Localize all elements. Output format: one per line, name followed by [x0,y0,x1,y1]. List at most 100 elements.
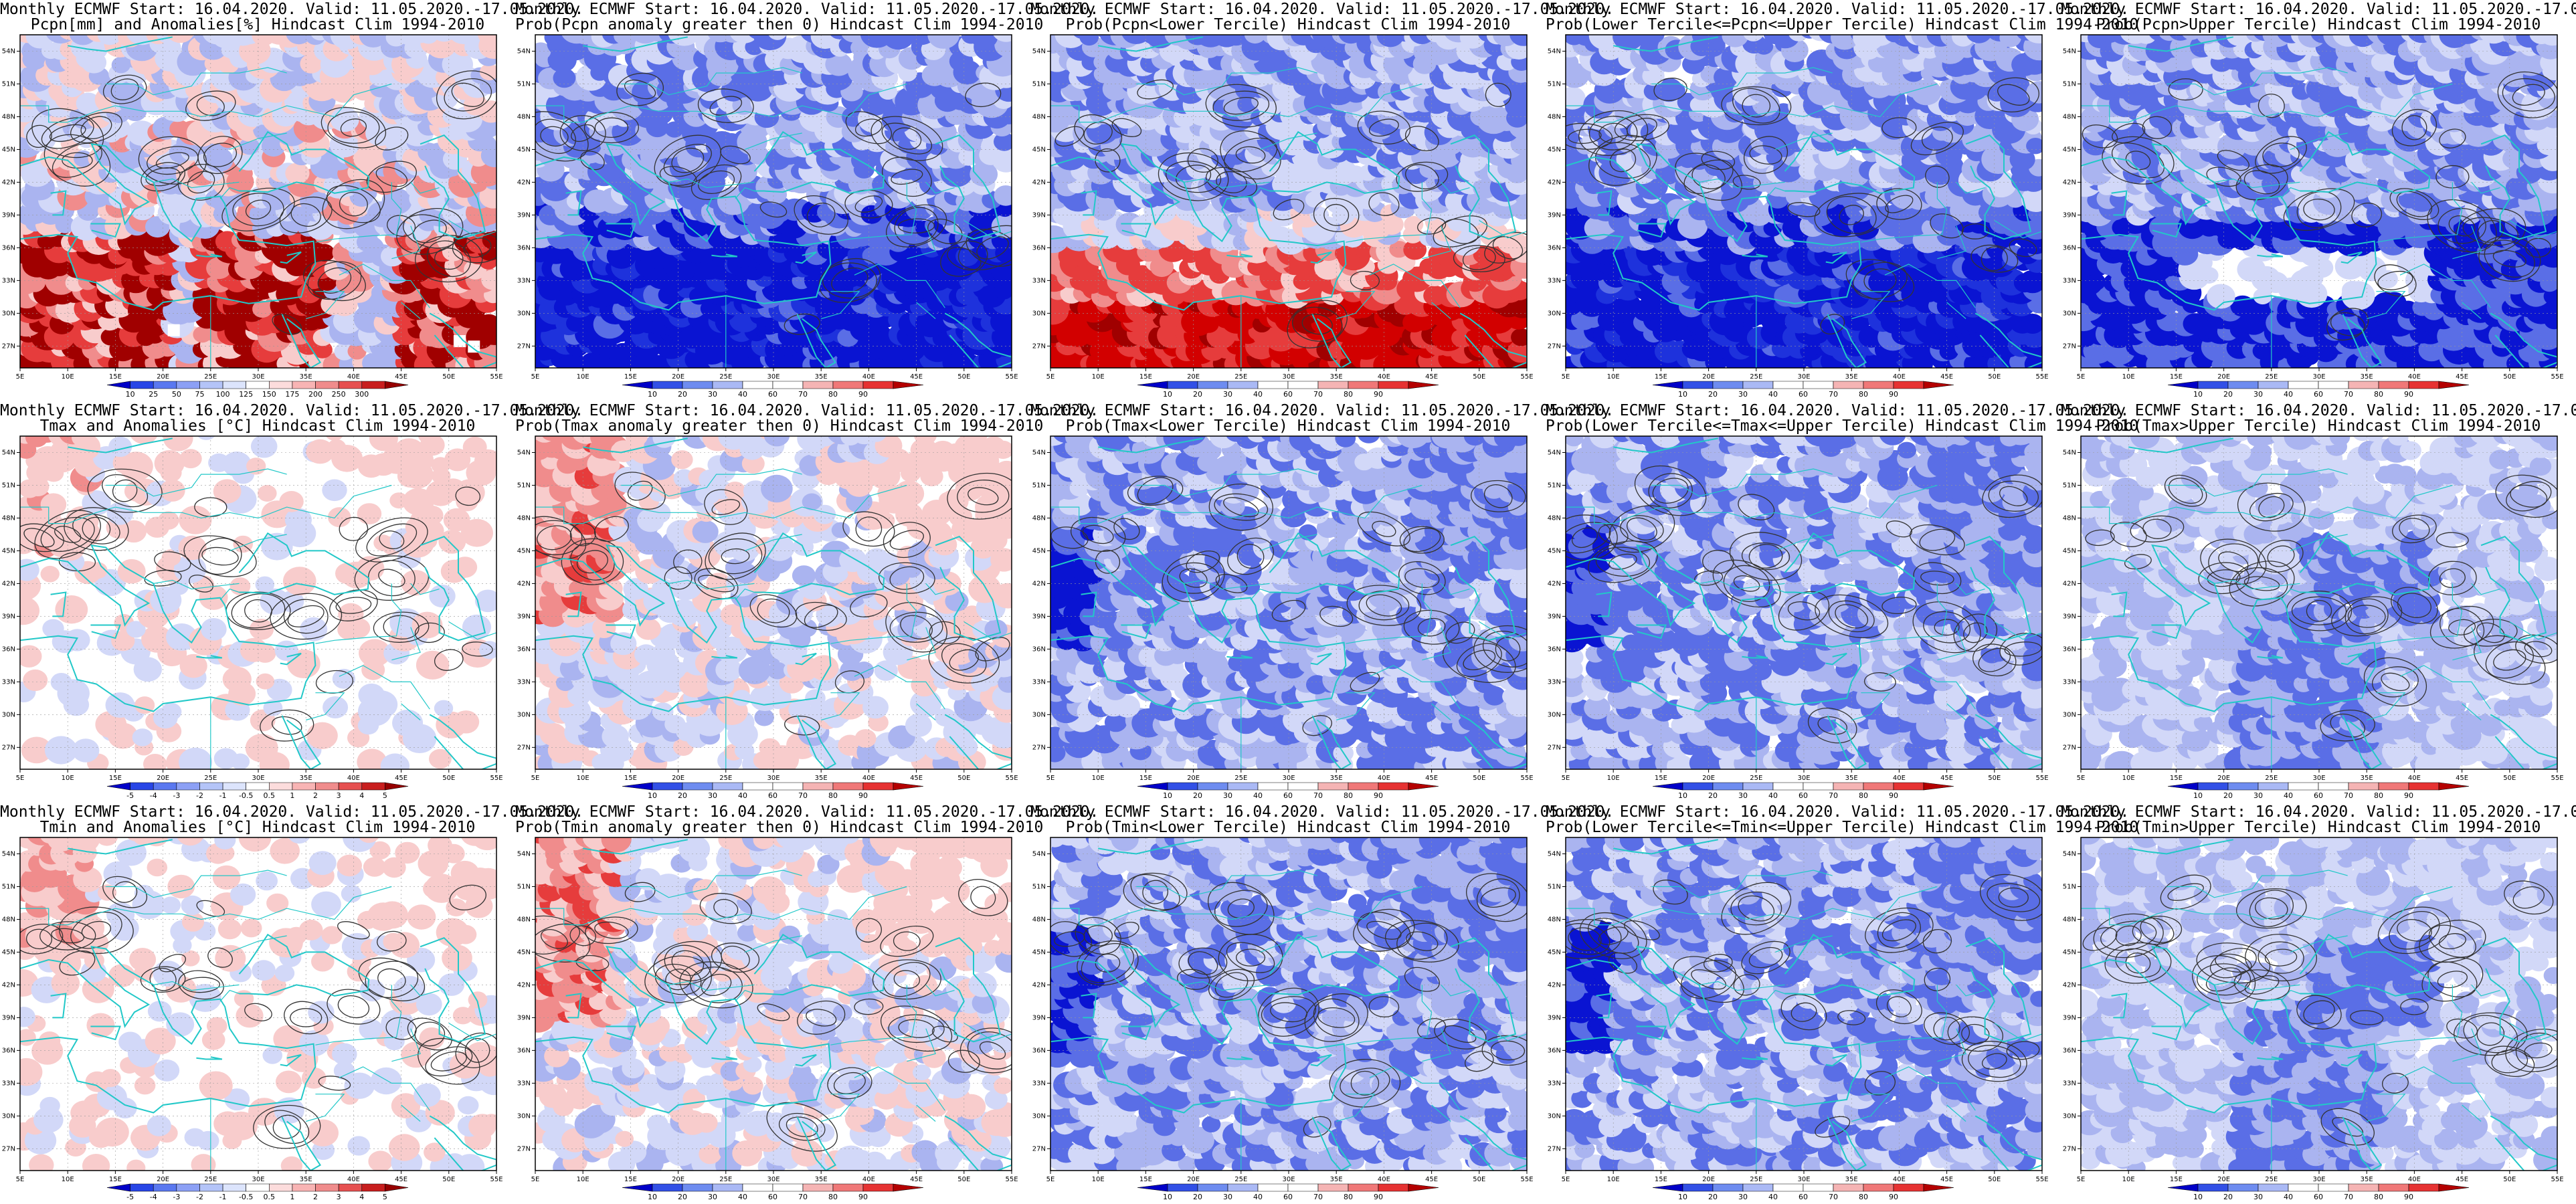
colorbar-label: 20 [1708,390,1718,399]
shading-cell [477,314,496,334]
map-svg: 5E 10E 15E 20E 25E 30E 35E 40E 45E 50E 55E54N51N48… [2063,34,2564,399]
shading-cell [285,163,310,184]
contour-line [339,191,368,217]
contour-line [1433,215,1488,247]
country-border [1956,182,1985,194]
lon-tick-label: 30E [767,373,779,381]
coastline [1566,143,1862,311]
shading-cell [312,340,333,359]
colorbar-segment [1742,381,1774,389]
lon-tick-label: 10E [1092,373,1105,381]
contour-line [1675,153,1742,201]
contour-line [279,197,333,233]
shading-cell [478,118,496,138]
shading-cell [994,132,1012,151]
shading-cell [1198,315,1219,333]
country-border [1937,225,1966,260]
contour-line [1691,164,1726,189]
colorbar-segment [682,381,713,389]
lon-tick-label: 35E [300,373,312,381]
contour-line [580,150,605,171]
colorbar-label: 70 [1313,390,1323,399]
contour-line [1485,82,1511,107]
lon-tick-label: 45E [910,373,923,381]
country-border [1851,291,1891,320]
contour-line [976,235,1009,260]
contour-line [720,145,751,165]
lat-tick-label: 39N [1032,211,1046,219]
shading-cell [553,68,576,88]
shading-cell [1404,215,1424,233]
shading-cell [347,342,367,360]
shading-cell [970,35,998,49]
lon-tick-label: 20E [157,373,169,381]
contour-line [1350,271,1380,290]
shading-cell [2539,230,2557,248]
contour-line [583,112,639,144]
contour-line [881,122,933,155]
contour-line [559,115,606,151]
colorbar-label: 10 [1163,390,1172,399]
shading-cell [2264,272,2288,294]
colorbar-segment [1652,381,1683,389]
coastline [20,143,316,311]
contour-line [818,258,881,303]
shading-cell [825,52,852,76]
colorbar-segment [130,381,154,389]
shading-cell [1054,35,1087,48]
colorbar-segment [1803,381,1834,389]
lon-tick-label: 35E [1845,373,1858,381]
colorbar-label: 25 [149,390,158,399]
country-border [621,67,802,96]
colorbar-label: 40 [1768,390,1778,399]
contour-line [1291,306,1343,342]
coastline [1596,190,1613,216]
map-panel: Monthly ECMWF Start: 16.04.2020. Valid: … [1546,0,2138,401]
contour-line [444,78,492,112]
lon-tick-label: 35E [1330,373,1343,381]
colorbar-segment [1772,381,1804,389]
shading-cell [1714,67,1738,88]
colorbar-segment [199,381,223,389]
lon-tick-label: 25E [1234,373,1247,381]
colorbar-segment [361,381,385,389]
contour-line [403,214,457,249]
contour-line [1614,114,1669,141]
contour-line [854,118,883,137]
contour-line [1206,167,1258,198]
shading-cell [1298,124,1318,141]
shading-cell [1642,35,1665,44]
lon-tick-label: 45E [1425,373,1438,381]
contour-line [691,164,742,200]
contour-line [307,261,362,300]
contour-line [463,237,492,258]
shading-cell [1459,35,1486,49]
map-svg: 5E 10E 15E 20E 25E 30E 35E 40E 45E 50E 55E54N51N48… [1548,34,2049,399]
lon-tick-label: 20E [672,373,684,381]
panel-title-line2: Pcpn[mm] and Anomalies[%] Hindcast Clim … [30,16,485,33]
colorbar-segment [315,381,339,389]
contour-line [571,124,595,142]
contour-line [1396,161,1449,192]
shading-cell [2543,287,2557,306]
contour-line [1787,202,1821,217]
shading-cell [1966,35,1992,43]
lon-tick-label: 40E [347,373,360,381]
colorbar-segment [1712,381,1744,389]
colorbar-segment [1863,381,1894,389]
contour-line [1235,146,1266,164]
shading-cell [453,335,466,348]
shading-cell [2237,257,2266,282]
coastline [196,254,223,258]
colorbar-label: 125 [239,390,253,399]
contour-line [1683,159,1734,194]
lat-tick-label: 27N [517,342,531,350]
contour-line [62,152,93,169]
contour-line [322,179,385,229]
lat-tick-label: 51N [2,80,15,88]
country-border [1431,302,1451,319]
shading-cell [841,35,866,43]
coastline [1613,36,1718,52]
country-border [1136,67,1317,96]
contour-line [1176,165,1212,189]
